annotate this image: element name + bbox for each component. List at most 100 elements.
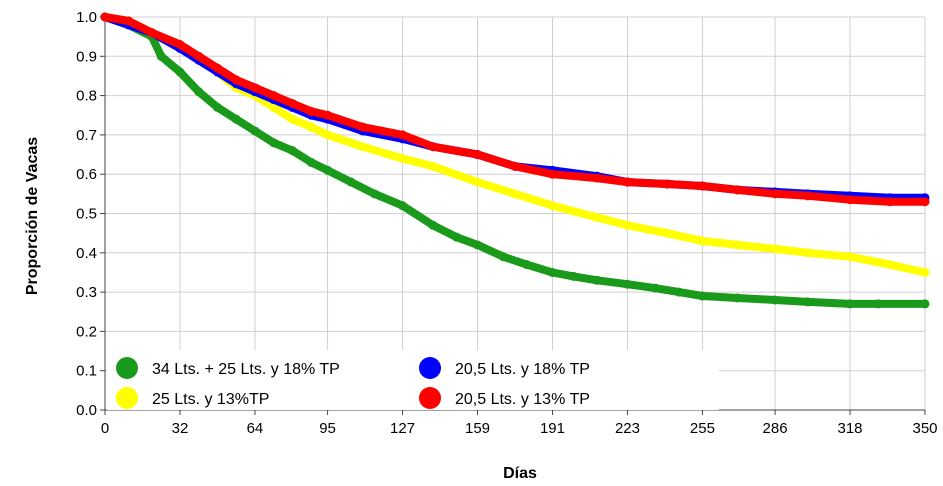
data-point-series-1	[231, 114, 241, 124]
y-tick-label: 0.5	[76, 206, 97, 223]
data-point-series-2	[733, 240, 743, 250]
data-point-series-4	[428, 142, 438, 152]
y-tick-label: 0.1	[76, 363, 97, 380]
data-point-series-2	[398, 153, 408, 163]
data-point-series-2	[920, 267, 930, 277]
data-point-series-4	[358, 122, 368, 132]
data-point-series-1	[323, 165, 333, 175]
x-axis-title: Días	[503, 465, 537, 482]
data-point-series-1	[287, 146, 297, 156]
data-point-series-1	[306, 157, 316, 167]
y-tick-label: 1.0	[76, 9, 97, 26]
data-point-series-1	[175, 67, 185, 77]
data-point-series-4	[622, 177, 632, 187]
x-tick-label: 223	[615, 420, 640, 437]
grid-lines	[105, 16, 926, 410]
legend-marker-1	[116, 357, 138, 379]
data-point-series-4	[123, 16, 133, 26]
data-point-series-4	[592, 173, 602, 183]
data-point-series-4	[770, 189, 780, 199]
data-point-series-2	[697, 236, 707, 246]
x-tick-label: 95	[319, 420, 336, 437]
data-point-series-2	[287, 114, 297, 124]
x-tick-label: 318	[838, 420, 863, 437]
data-point-series-4	[323, 110, 333, 120]
y-axis-title: Proporción de Vacas	[24, 137, 41, 295]
y-tick-label: 0.3	[76, 284, 97, 301]
data-point-series-4	[306, 106, 316, 116]
data-point-series-4	[287, 98, 297, 108]
data-point-series-4	[175, 40, 185, 50]
data-point-series-1	[674, 287, 684, 297]
data-point-series-1	[346, 177, 356, 187]
y-tick-label: 0.9	[76, 48, 97, 65]
data-point-series-4	[885, 197, 895, 207]
data-point-series-1	[428, 220, 438, 230]
data-point-series-2	[622, 220, 632, 230]
x-tick-label: 64	[247, 420, 264, 437]
series-line-2	[101, 13, 929, 277]
data-point-series-4	[662, 179, 672, 189]
data-point-series-1	[451, 232, 461, 242]
data-point-series-1	[569, 271, 579, 281]
x-tick-label: 191	[540, 420, 565, 437]
x-tick-label: 0	[101, 420, 109, 437]
data-point-series-4	[194, 51, 204, 61]
data-point-series-2	[473, 177, 483, 187]
data-point-series-1	[212, 102, 222, 112]
data-point-series-2	[547, 201, 557, 211]
data-point-series-4	[269, 91, 279, 101]
data-point-series-4	[733, 185, 743, 195]
y-tick-label: 0.6	[76, 166, 97, 183]
x-tick-label: 255	[690, 420, 715, 437]
data-point-series-1	[194, 87, 204, 97]
data-point-series-2	[306, 122, 316, 132]
x-tick-label: 127	[390, 420, 415, 437]
data-point-series-2	[662, 228, 672, 238]
y-tick-label: 0.8	[76, 88, 97, 105]
data-point-series-2	[885, 260, 895, 270]
data-point-series-2	[845, 252, 855, 262]
data-point-series-2	[510, 189, 520, 199]
data-point-series-1	[920, 299, 930, 309]
data-point-series-1	[398, 201, 408, 211]
data-point-series-4	[845, 195, 855, 205]
data-point-series-2	[358, 142, 368, 152]
y-tick-label: 0.0	[76, 402, 97, 419]
data-point-series-1	[697, 291, 707, 301]
legend: 34 Lts. + 25 Lts. y 18% TP 25 Lts. y 13%T…	[107, 350, 719, 410]
data-point-series-4	[920, 197, 930, 207]
legend-marker-4	[419, 387, 441, 409]
data-point-series-1	[622, 279, 632, 289]
data-point-series-1	[770, 295, 780, 305]
legend-marker-2	[116, 387, 138, 409]
legend-label-4: 20,5 Lts. y 13% TP	[455, 391, 590, 408]
tick-labels: 0.0 0.1 0.2 0.3 0.4 0.5 0.6 0.7 0.8 0.9 1.0 0 32 64 95…	[76, 9, 937, 437]
data-point-series-4	[250, 83, 260, 93]
data-point-series-2	[770, 244, 780, 254]
y-tick-label: 0.2	[76, 323, 97, 340]
data-point-series-2	[592, 212, 602, 222]
data-point-series-4	[510, 161, 520, 171]
x-tick-label: 286	[763, 420, 788, 437]
y-tick-label: 0.7	[76, 127, 97, 144]
legend-background	[107, 350, 719, 410]
data-point-series-1	[473, 240, 483, 250]
data-point-series-2	[269, 102, 279, 112]
data-point-series-4	[398, 130, 408, 140]
data-point-series-1	[156, 51, 166, 61]
x-tick-label: 350	[912, 420, 937, 437]
data-point-series-2	[323, 130, 333, 140]
data-point-series-1	[873, 299, 883, 309]
data-point-series-2	[428, 161, 438, 171]
data-point-series-4	[547, 169, 557, 179]
data-point-series-1	[522, 260, 532, 270]
data-point-series-4	[231, 75, 241, 85]
x-tick-label: 32	[172, 420, 189, 437]
legend-marker-3	[419, 357, 441, 379]
legend-label-1: 34 Lts. + 25 Lts. y 18% TP	[152, 361, 340, 378]
y-tick-label: 0.4	[76, 245, 97, 262]
data-point-series-1	[498, 252, 508, 262]
data-point-series-4	[147, 28, 157, 38]
